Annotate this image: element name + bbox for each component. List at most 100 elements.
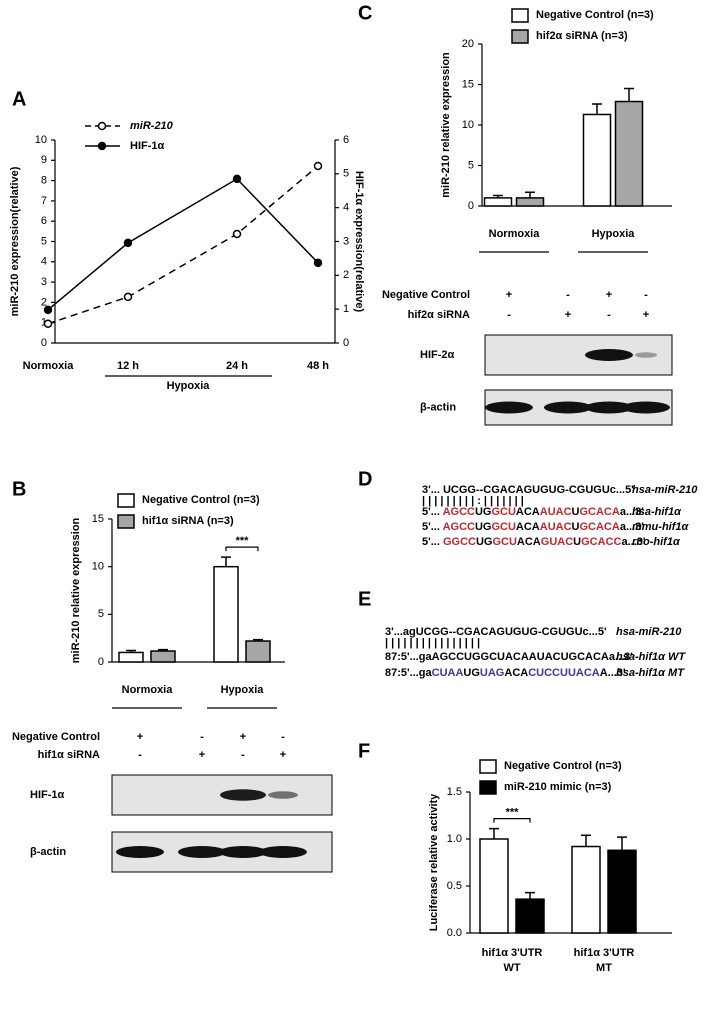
sequence-segment: GCU — [492, 536, 517, 548]
band — [585, 349, 633, 361]
marker — [313, 161, 323, 171]
sequence-segment: UG — [475, 506, 492, 518]
row-label: Negative Control — [382, 289, 470, 301]
band — [485, 401, 533, 414]
sign: - — [607, 309, 611, 321]
y-tick-label: 1.5 — [447, 786, 462, 798]
y2-tick-label: 5 — [343, 168, 349, 180]
blot-box — [484, 334, 673, 376]
sign: - — [644, 289, 648, 301]
sequence-segment: UG — [475, 521, 492, 533]
sequence-segment: CUCCUUACA — [528, 667, 600, 679]
error-bar — [158, 648, 168, 652]
sequence-name: hsa-miR-210 — [616, 626, 682, 638]
legend-swatch — [479, 780, 497, 795]
y-tick-label: 15 — [92, 513, 104, 525]
sequence-segment: GCACA — [579, 521, 619, 533]
error-bar — [493, 194, 503, 198]
sequence-segment: AUAC — [540, 506, 572, 518]
y-tick-label: 6 — [41, 215, 47, 227]
y2-tick-label: 6 — [343, 134, 349, 146]
sign: + — [606, 289, 612, 301]
sign: - — [241, 749, 245, 761]
sequence-segment: a...3' — [620, 506, 644, 518]
sequence-segment: ACA — [516, 521, 540, 533]
sign: + — [565, 309, 571, 321]
sequence-name: hsa-hif1α MT — [616, 667, 685, 679]
y2-tick-label: 4 — [343, 202, 349, 214]
y-tick-label: 1.0 — [447, 833, 462, 845]
sign: - — [138, 749, 142, 761]
error-bar — [525, 891, 535, 900]
sequence-line: | | | | | | | | | : | | | | | | | — [422, 495, 524, 507]
band — [220, 789, 266, 801]
panel-label: E — [358, 588, 371, 610]
y2-axis-label: HIF-1α expression(relative) — [353, 171, 365, 313]
sequence-line: 87:5'...gaCUAAUGUAGACACUCCUUACAA...3' — [385, 667, 626, 679]
sign: + — [280, 749, 286, 761]
legend-swatch — [511, 8, 529, 23]
blot-label: HIF-1α — [30, 789, 65, 801]
marker — [123, 292, 133, 302]
row-label: Negative Control — [12, 731, 100, 743]
legend-swatch — [511, 29, 529, 44]
sequence-segment: ACA — [504, 667, 528, 679]
sequence-line: 5'... AGCCUGGCUACAAUACUGCACAa...3' — [422, 521, 644, 533]
sequence-line: 3'...agUCGG--CGACAGUGUG-CGUGUc...5' — [385, 626, 607, 638]
sequence-segment: CUAA — [432, 667, 464, 679]
sequence-segment: AUAC — [540, 521, 572, 533]
sequence-segment: AGCC — [443, 521, 475, 533]
marker — [43, 319, 53, 328]
sequence-segment: UG — [476, 536, 493, 548]
sequence-segment: AGCC — [443, 506, 475, 518]
legend-label: HIF-1α — [130, 140, 165, 152]
sign: + — [137, 731, 143, 743]
error-bar — [253, 638, 263, 642]
y-tick-label: 0 — [468, 200, 474, 212]
row-label: hif2α siRNA — [408, 309, 470, 321]
y-tick-label: 3 — [41, 276, 47, 288]
sequence-segment: GCU — [491, 521, 516, 533]
bar — [614, 100, 644, 207]
sequence-line: 5'... GGCCUGGCUACAGUACUGCACCa...3' — [422, 536, 646, 548]
sequence-name: hsa-hif1α WT — [616, 651, 686, 663]
sign: - — [281, 731, 285, 743]
band — [622, 401, 670, 414]
marker — [232, 229, 242, 239]
sequence-segment: GCACA — [579, 506, 619, 518]
y-tick-label: 5 — [41, 235, 47, 247]
sequence-segment: 87:5'...gaAGCCUGGCUACAAUACUGCACAa...3' — [385, 651, 633, 663]
significance-label: *** — [236, 535, 250, 547]
panel-label: A — [12, 88, 26, 110]
sign: + — [506, 289, 512, 301]
y-tick-label: 9 — [41, 154, 47, 166]
sequence-line: 5'... AGCCUGGCUACAAUACUGCACAa...3' — [422, 506, 644, 518]
legend-swatch — [117, 514, 135, 529]
error-bar — [617, 836, 627, 851]
panel-label: C — [358, 2, 372, 24]
legend-label: Negative Control (n=3) — [536, 9, 654, 21]
error-bar — [126, 649, 136, 653]
sequence-segment: 87:5'...ga — [385, 667, 433, 679]
marker — [123, 238, 133, 248]
marker — [43, 305, 53, 315]
sequence-name: rno-hif1α — [632, 536, 681, 548]
panel-label: B — [12, 478, 26, 500]
sequence-segment: a...3' — [621, 536, 645, 548]
sign: - — [566, 289, 570, 301]
bar — [607, 849, 637, 934]
legend-swatch — [479, 759, 497, 774]
row-label: hif1α siRNA — [38, 749, 100, 761]
legend-label: miR-210 mimic (n=3) — [504, 781, 612, 793]
sign: + — [240, 731, 246, 743]
sequence-segment: 5'... — [422, 521, 443, 533]
sequence-segment: | | | | | | | | | : | | | | | | | — [422, 495, 524, 507]
sequence-segment: U — [572, 506, 580, 518]
error-bar — [581, 834, 591, 847]
sequence-name: mmu-hif1α — [632, 521, 690, 533]
x-tick-label: hif1α 3'UTR WT — [482, 947, 543, 974]
marker — [232, 174, 242, 184]
band — [268, 791, 298, 799]
bar — [150, 650, 176, 663]
